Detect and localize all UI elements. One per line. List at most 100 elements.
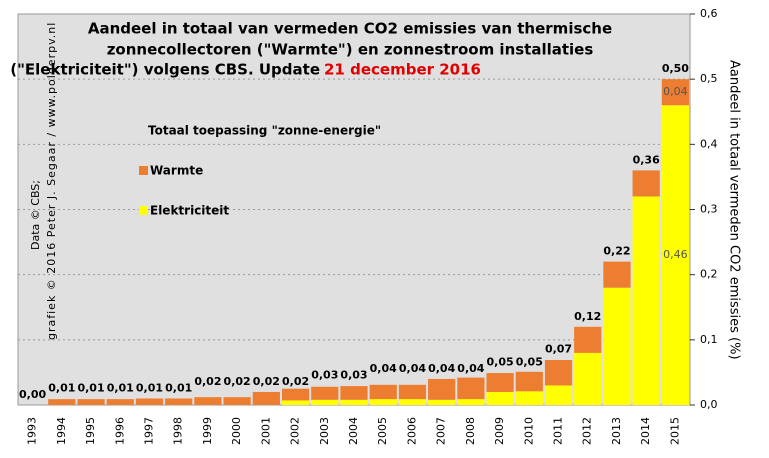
bar-segment (340, 386, 368, 400)
x-tick-label: 1998 (172, 417, 185, 445)
bar-segment (486, 391, 514, 405)
legend: Warmte Elektriciteit (139, 164, 229, 218)
title-line: Aandeel in totaal van vermeden CO2 emiss… (88, 20, 612, 38)
bar-segment (398, 384, 427, 400)
bar-segment (398, 399, 427, 405)
bar-segment (77, 399, 105, 405)
total-label: 0,04 (370, 362, 397, 375)
x-tick-label: 1997 (142, 417, 155, 445)
legend-label: Elektriciteit (150, 204, 229, 218)
total-label: 0,36 (633, 153, 660, 166)
total-label: 0,02 (253, 375, 280, 388)
bar-segment (311, 386, 339, 400)
bar-segment (135, 398, 164, 405)
total-label: 0,02 (282, 375, 309, 388)
total-label: 0,12 (574, 310, 601, 323)
x-tick-label: 2013 (610, 417, 623, 445)
x-tick-label: 2011 (552, 417, 565, 445)
x-tick-label: 2002 (289, 417, 302, 445)
total-label: 0,22 (603, 245, 630, 258)
bar-segment (574, 326, 602, 353)
total-label: 0,04 (428, 362, 455, 375)
total-label: 0,05 (516, 355, 543, 368)
total-label: 0,00 (19, 388, 46, 401)
total-label: 0,01 (136, 381, 163, 394)
bars (48, 79, 689, 405)
x-tick-label: 2001 (259, 417, 272, 445)
y-tick-label: 0,3 (700, 203, 718, 216)
segment-label: 0,46 (663, 248, 688, 261)
total-label: 0,04 (457, 362, 484, 375)
bar-segment (311, 399, 339, 405)
x-tick-label: 2014 (639, 417, 652, 445)
bar-segment (603, 287, 631, 405)
y-tick-label: 0,6 (700, 7, 718, 20)
bar-segment (632, 196, 660, 405)
bar-segment (574, 352, 602, 405)
bar-segment (165, 398, 193, 405)
total-label: 0,04 (399, 362, 426, 375)
total-label: 0,01 (165, 381, 192, 394)
total-label: 0,02 (224, 375, 251, 388)
y-tick-label: 0,0 (700, 398, 718, 411)
y-tick-label: 0,1 (700, 333, 718, 346)
x-tick-label: 2009 (493, 417, 506, 445)
title-date: 21 december 2016 (324, 61, 481, 79)
total-label: 0,01 (107, 381, 134, 394)
x-tick-label: 2004 (347, 417, 360, 445)
x-tick-label: 1995 (84, 417, 97, 445)
x-tick-label: 1994 (55, 417, 68, 445)
x-tick-label: 2007 (435, 417, 448, 445)
total-label: 0,07 (545, 342, 572, 355)
title-line: ("Elektriciteit") volgens CBS. Update (10, 61, 320, 79)
credit: grafiek © 2016 Peter J. Segaar / www.pol… (45, 22, 58, 340)
bar-segment (340, 399, 368, 405)
total-label: 0,02 (194, 375, 221, 388)
bar-segment (544, 385, 573, 405)
bar-segment (515, 371, 543, 392)
bar-segment (428, 399, 456, 405)
x-tick-label: 2008 (464, 417, 477, 445)
legend-swatch (139, 166, 148, 175)
legend-label: Warmte (150, 164, 203, 178)
legend-title: Totaal toepassing "zonne-energie" (148, 124, 381, 138)
x-tick-label: 1996 (113, 417, 126, 445)
x-tick-label: 1999 (201, 417, 214, 445)
x-tick-label: 2003 (318, 417, 331, 445)
bar-segment (457, 399, 485, 405)
total-label: 0,01 (77, 381, 104, 394)
bar-segment (544, 360, 573, 386)
total-label: 0,50 (662, 62, 689, 75)
bar-segment (252, 391, 280, 405)
bar-segment (457, 377, 485, 400)
x-tick-label: 2000 (230, 417, 243, 445)
x-tick-label: 2015 (668, 417, 681, 445)
x-tick-label: 2005 (376, 417, 389, 445)
bar-segment (106, 399, 134, 405)
legend-swatch (139, 206, 148, 215)
segment-label: 0,04 (663, 85, 688, 98)
x-tick-label: 1993 (26, 417, 39, 445)
bar-segment (369, 399, 397, 405)
x-tick-label: 2012 (581, 417, 594, 445)
bar-segment (369, 384, 397, 400)
total-label: 0,01 (48, 381, 75, 394)
bar-segment (661, 105, 689, 405)
bar-segment (428, 378, 456, 400)
total-label: 0,03 (340, 368, 367, 381)
bar-segment (281, 388, 310, 401)
bar-segment (223, 397, 251, 405)
bar-segment (661, 79, 689, 106)
bar-segment (515, 391, 543, 405)
total-label: 0,05 (487, 355, 514, 368)
total-label: 0,03 (311, 368, 338, 381)
bar-segment (281, 400, 310, 405)
y-tick-label: 0,5 (700, 72, 718, 85)
bar-segment (632, 170, 660, 197)
credit: Data © CBS; (29, 180, 42, 250)
x-tick-label: 2006 (405, 417, 418, 445)
bar-segment (486, 373, 514, 392)
y-tick-label: 0,4 (700, 137, 718, 150)
bar-segment (194, 397, 222, 405)
